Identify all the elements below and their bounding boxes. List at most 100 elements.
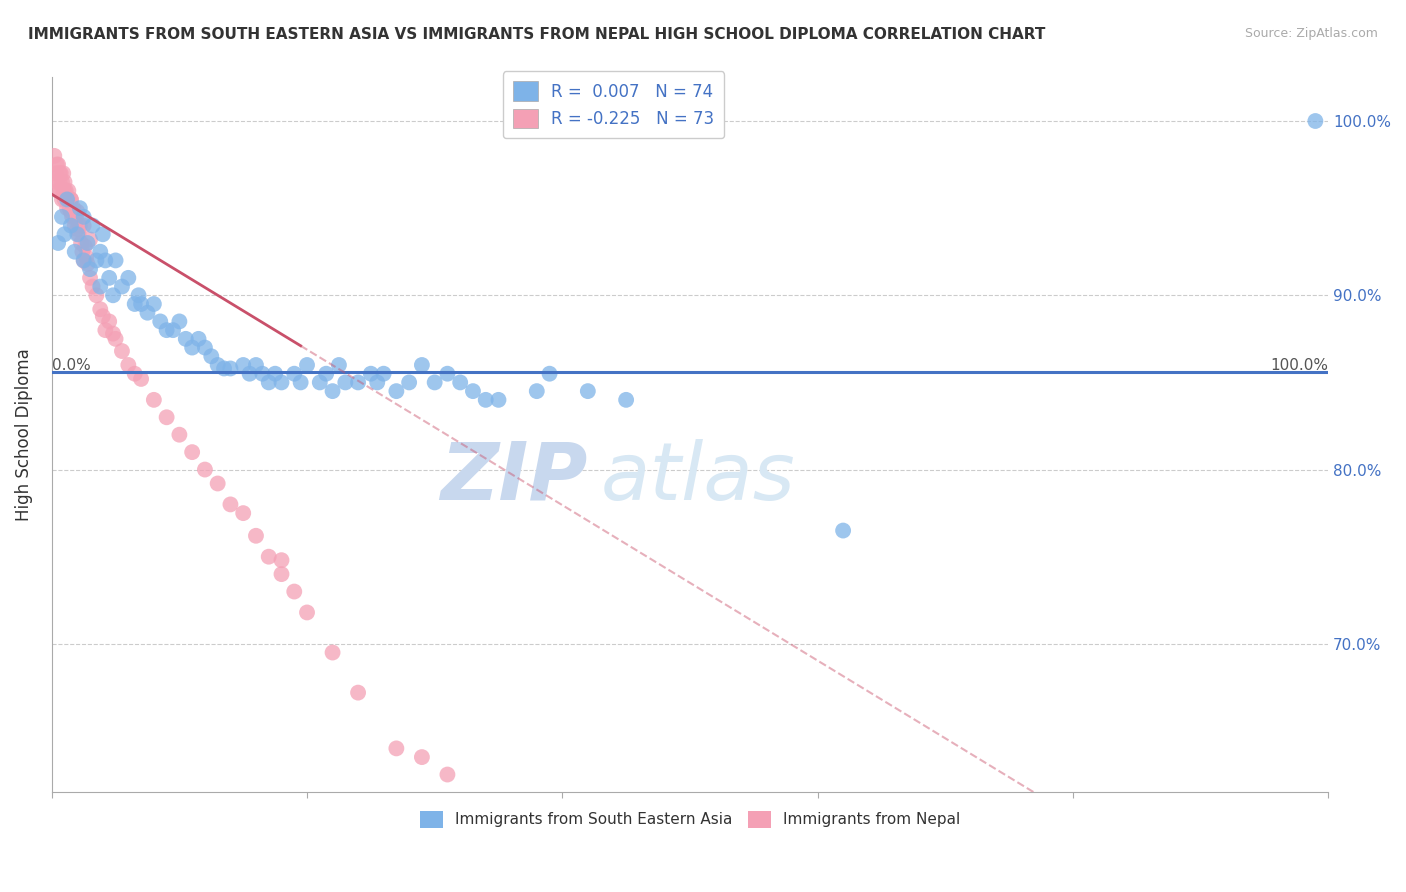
Point: [322, 384, 344, 398]
Point: [59, 204, 82, 219]
Text: 0.0%: 0.0%: [52, 359, 90, 373]
Point: [474, 392, 496, 407]
Point: [89, 244, 111, 259]
Point: [94, 323, 117, 337]
Point: [45, 166, 67, 180]
Point: [45, 175, 67, 189]
Point: [49, 184, 72, 198]
Point: [207, 476, 229, 491]
Point: [614, 392, 637, 407]
Point: [62, 201, 84, 215]
Point: [169, 314, 191, 328]
Point: [295, 358, 318, 372]
Point: [52, 184, 75, 198]
Point: [257, 549, 280, 564]
Point: [104, 253, 127, 268]
Point: [219, 361, 242, 376]
Point: [385, 384, 408, 398]
Point: [315, 367, 337, 381]
Y-axis label: High School Diploma: High School Diploma: [15, 348, 32, 521]
Point: [423, 376, 446, 390]
Point: [69, 219, 91, 233]
Point: [283, 584, 305, 599]
Point: [76, 257, 98, 271]
Point: [194, 462, 217, 476]
Point: [270, 567, 292, 582]
Point: [129, 297, 152, 311]
Point: [48, 166, 70, 180]
Point: [89, 302, 111, 317]
Point: [79, 262, 101, 277]
Point: [51, 210, 73, 224]
Point: [181, 445, 204, 459]
Point: [264, 367, 287, 381]
Point: [411, 358, 433, 372]
Point: [366, 376, 388, 390]
Text: atlas: atlas: [600, 439, 796, 516]
Point: [212, 361, 235, 376]
Point: [70, 235, 93, 250]
Point: [449, 376, 471, 390]
Point: [53, 175, 76, 189]
Point: [295, 606, 318, 620]
Point: [59, 193, 82, 207]
Point: [98, 270, 121, 285]
Point: [86, 288, 108, 302]
Point: [252, 367, 274, 381]
Point: [59, 219, 82, 233]
Point: [200, 349, 222, 363]
Point: [91, 309, 114, 323]
Point: [73, 253, 96, 268]
Point: [53, 227, 76, 242]
Point: [53, 193, 76, 207]
Point: [117, 358, 139, 372]
Point: [270, 553, 292, 567]
Point: [436, 367, 458, 381]
Point: [111, 279, 134, 293]
Point: [89, 279, 111, 293]
Point: [58, 184, 80, 198]
Point: [576, 384, 599, 398]
Point: [66, 227, 89, 242]
Point: [124, 367, 146, 381]
Point: [67, 227, 90, 242]
Point: [56, 193, 79, 207]
Point: [136, 306, 159, 320]
Point: [207, 358, 229, 372]
Point: [347, 376, 370, 390]
Point: [436, 767, 458, 781]
Point: [245, 358, 267, 372]
Point: [52, 166, 75, 180]
Point: [488, 392, 510, 407]
Text: IMMIGRANTS FROM SOUTH EASTERN ASIA VS IMMIGRANTS FROM NEPAL HIGH SCHOOL DIPLOMA : IMMIGRANTS FROM SOUTH EASTERN ASIA VS IM…: [28, 27, 1046, 42]
Point: [104, 332, 127, 346]
Point: [101, 288, 124, 302]
Point: [322, 646, 344, 660]
Point: [45, 158, 67, 172]
Point: [347, 685, 370, 699]
Point: [63, 244, 86, 259]
Point: [101, 326, 124, 341]
Point: [117, 270, 139, 285]
Point: [290, 376, 312, 390]
Point: [194, 341, 217, 355]
Point: [232, 506, 254, 520]
Point: [111, 344, 134, 359]
Point: [124, 297, 146, 311]
Text: 100.0%: 100.0%: [1270, 359, 1329, 373]
Point: [142, 297, 165, 311]
Point: [385, 741, 408, 756]
Point: [526, 384, 548, 398]
Point: [219, 497, 242, 511]
Point: [360, 367, 382, 381]
Point: [82, 279, 104, 293]
Point: [44, 149, 66, 163]
Point: [73, 239, 96, 253]
Point: [76, 235, 98, 250]
Point: [149, 314, 172, 328]
Point: [59, 193, 82, 207]
Point: [162, 323, 184, 337]
Text: Source: ZipAtlas.com: Source: ZipAtlas.com: [1244, 27, 1378, 40]
Point: [51, 193, 73, 207]
Point: [63, 219, 86, 233]
